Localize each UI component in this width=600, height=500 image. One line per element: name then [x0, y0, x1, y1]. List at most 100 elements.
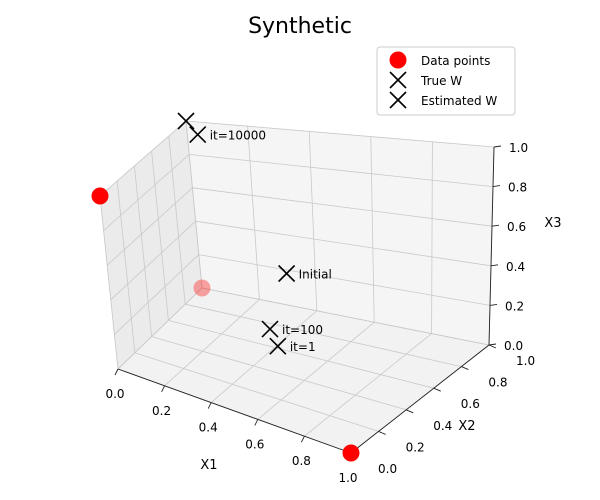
legend-x-marker — [389, 91, 407, 109]
grid-line — [431, 141, 433, 334]
x-tick-label: 0.0 — [105, 387, 124, 401]
x-marker-stroke — [269, 337, 287, 355]
legend-label: Data points — [421, 54, 490, 68]
grid-line — [192, 187, 493, 227]
z-tick — [488, 343, 497, 346]
z-tick-label: 0.2 — [505, 299, 524, 313]
y-tick — [488, 344, 497, 349]
x-marker-stroke — [389, 71, 407, 89]
y-tick — [378, 430, 386, 435]
grid-line — [151, 150, 169, 321]
x-tick-label: 0.6 — [245, 437, 264, 451]
data-point — [193, 279, 211, 297]
z-tick-label: 0.0 — [504, 339, 523, 353]
x-tick — [254, 419, 259, 426]
z-tick — [493, 145, 502, 148]
x-axis-label: X1 — [200, 458, 217, 473]
y-axis-line — [350, 344, 490, 454]
true-w-marker — [177, 112, 195, 130]
x-marker-stroke — [189, 126, 207, 144]
point-annotation: it=100 — [282, 323, 323, 337]
grid-line — [168, 320, 434, 389]
x-tick-label: 0.4 — [199, 421, 218, 435]
y-tick — [433, 387, 441, 392]
axis-panes — [99, 119, 495, 454]
grid-line — [257, 321, 375, 420]
y-axis-label: X2 — [458, 419, 475, 434]
x-marker-stroke — [278, 264, 296, 283]
legend-label: Estimated W — [421, 94, 497, 108]
y-tick — [406, 409, 414, 414]
x-tick-label: 1.0 — [338, 471, 357, 485]
grid-line — [134, 352, 379, 432]
z-axis-label: X3 — [544, 216, 561, 231]
estimated-w-marker — [269, 337, 287, 355]
tick-labels: 0.0 0.2 0.4 0.6 0.8 1.0 0.0 0.2 0.4 0.6 0.8 1.0 0.0 0… — [105, 141, 535, 485]
legend-box — [376, 46, 516, 116]
estimated-w-marker — [278, 264, 296, 283]
grid-line — [164, 299, 260, 387]
grid-line — [116, 180, 136, 353]
grid-line — [103, 154, 190, 231]
grid-line — [210, 310, 318, 403]
x-tick — [114, 368, 119, 376]
grid-line — [304, 333, 432, 437]
x-marker-stroke — [177, 112, 195, 130]
grid-line — [201, 287, 490, 346]
z-axis-line — [488, 146, 495, 346]
z-tick-label: 0.6 — [507, 220, 526, 234]
x-tick-label: 0.2 — [152, 404, 171, 418]
grid-line — [195, 220, 492, 267]
x-marker-stroke — [389, 91, 407, 109]
estimated-w-marker — [261, 320, 279, 338]
legend-label: True W — [420, 74, 462, 88]
x-tick — [161, 385, 166, 393]
x-tick — [300, 435, 305, 443]
grid-line — [308, 131, 318, 311]
grid-line — [99, 120, 187, 197]
grid-line — [185, 303, 462, 367]
grid-line — [185, 120, 495, 148]
z-tick-label: 0.4 — [506, 260, 525, 274]
grid-line — [114, 254, 200, 335]
grid-line — [151, 336, 407, 411]
z-tick — [492, 185, 501, 188]
z-tick — [489, 303, 498, 306]
x-tick — [207, 402, 212, 409]
grid-line — [198, 254, 491, 306]
data-point — [342, 444, 360, 462]
x-axis-line — [117, 368, 352, 454]
z-tick-label: 1.0 — [509, 141, 528, 155]
data-marks: it=10000 Initial it=100 it=1 — [91, 112, 360, 462]
grid-line — [110, 220, 196, 301]
chart-title: Synthetic — [248, 14, 352, 39]
grid-line — [168, 135, 186, 305]
y-tick-label: 0.6 — [461, 397, 480, 411]
y-tick-label: 0.8 — [488, 376, 507, 390]
y-tick-label: 0.0 — [378, 462, 397, 476]
y-tick-label: 0.4 — [433, 419, 452, 433]
legend-x-marker — [389, 71, 407, 89]
grid-line — [185, 120, 203, 289]
grid-line — [247, 126, 260, 300]
y-tick-label: 0.2 — [406, 440, 425, 454]
grid-line — [117, 287, 203, 370]
grid-line — [134, 165, 152, 337]
point-annotation: it=1 — [290, 340, 316, 354]
point-annotation: Initial — [299, 268, 332, 282]
legend: Data points True W Estimated W — [376, 46, 516, 116]
estimated-w-marker — [189, 126, 207, 144]
z-tick-label: 0.8 — [508, 181, 527, 195]
z-tick — [491, 224, 500, 227]
x-tick-label: 0.8 — [292, 454, 311, 468]
y-tick — [461, 366, 469, 371]
grid-line — [99, 195, 119, 370]
grid-line — [370, 136, 375, 323]
grid-line — [106, 187, 193, 266]
axis-lines — [117, 146, 495, 454]
grid-line — [189, 154, 494, 187]
legend-circle-marker — [389, 51, 407, 69]
point-annotation: it=10000 — [210, 129, 266, 143]
data-point — [91, 187, 109, 205]
